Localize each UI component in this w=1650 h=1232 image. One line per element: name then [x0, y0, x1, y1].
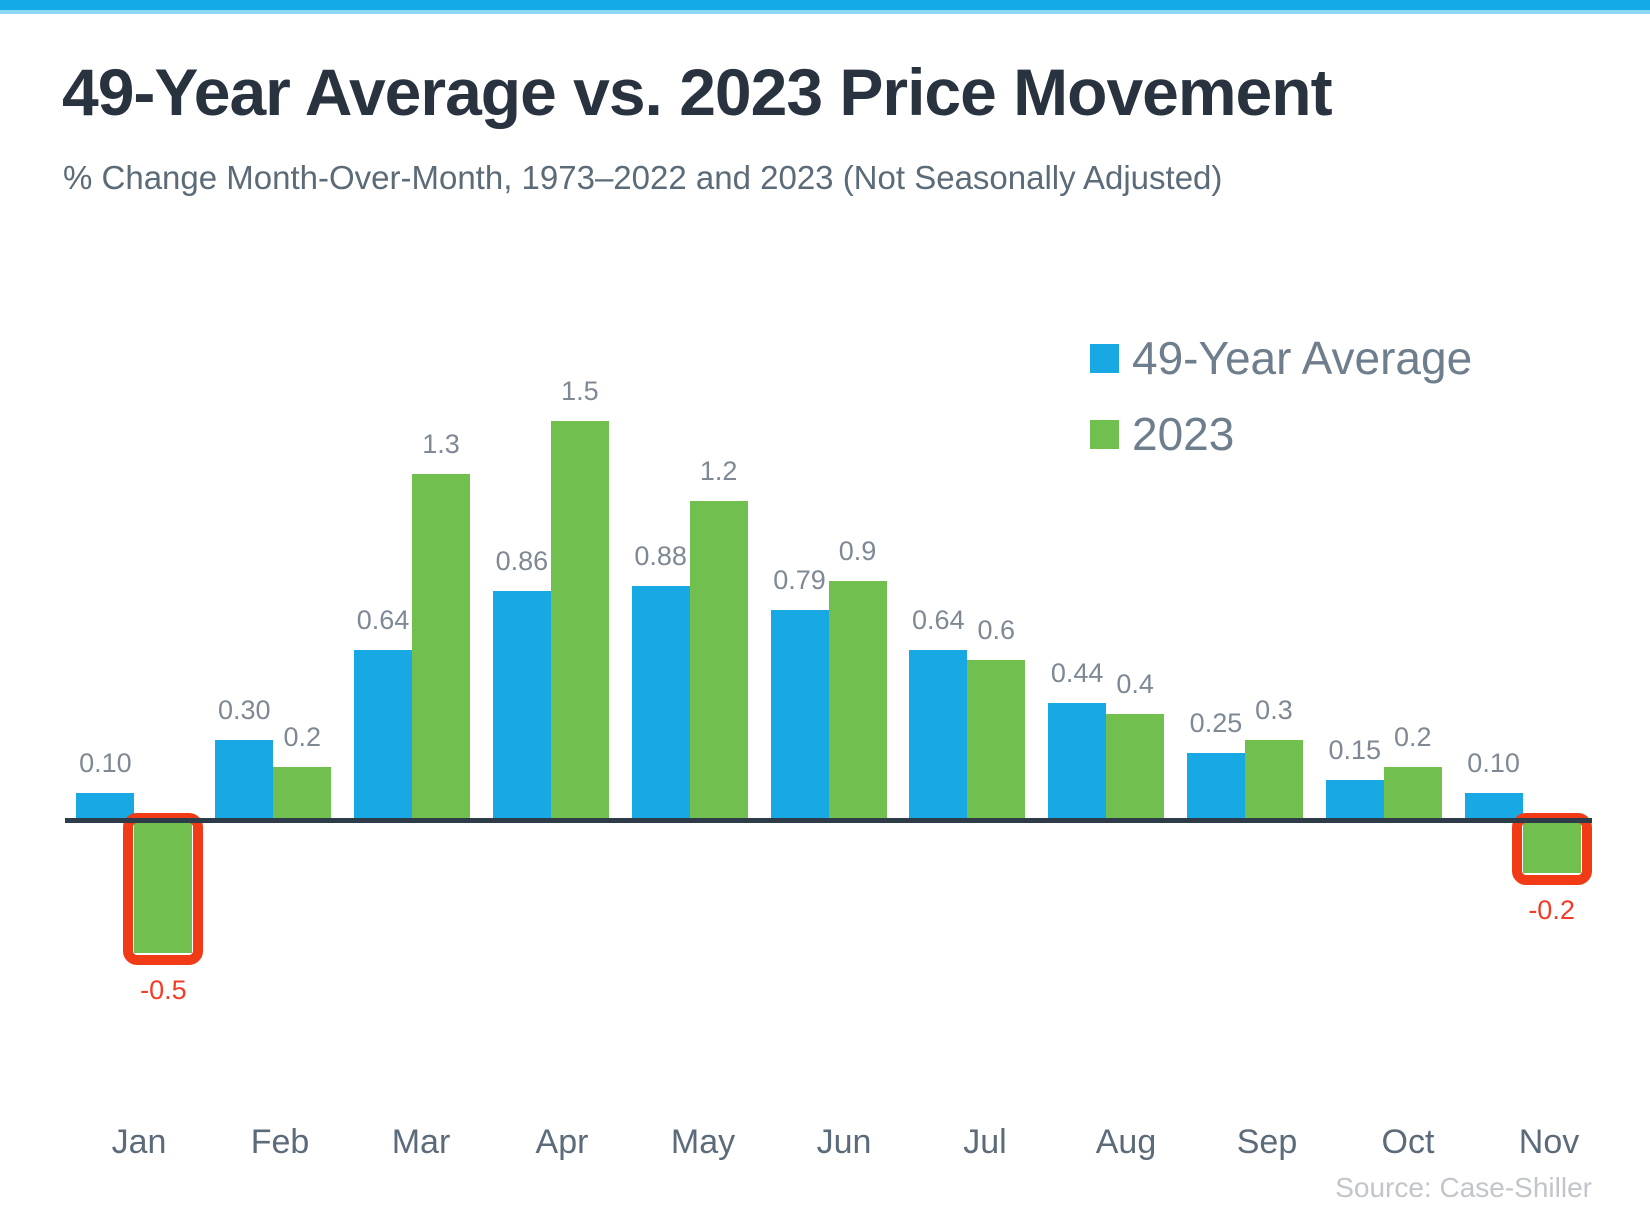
x-axis-line — [65, 818, 1592, 823]
axis-label-jun: Jun — [816, 1123, 872, 1161]
bar-apr-2023 — [550, 421, 609, 820]
bar-nov-average — [1464, 793, 1523, 820]
axis-label-feb: Feb — [250, 1123, 310, 1161]
bar-value-label: 0.2 — [1393, 722, 1432, 752]
bar-mar-2023 — [412, 474, 471, 820]
highlight-box-nov — [1511, 813, 1592, 885]
bar-sep-average — [1186, 753, 1245, 820]
bar-may-average — [631, 586, 690, 820]
bar-jun-average — [770, 610, 829, 820]
bar-value-label: 0.44 — [1050, 658, 1104, 688]
bar-jan-2023 — [134, 820, 193, 953]
chart-title: 49-Year Average vs. 2023 Price Movement — [62, 55, 1333, 129]
source-credit: Source: Case-Shiller — [1335, 1172, 1592, 1203]
bar-value-label: -0.2 — [1528, 895, 1575, 925]
axis-label-aug: Aug — [1095, 1123, 1157, 1161]
bar-oct-2023 — [1383, 767, 1442, 820]
bar-value-label: 0.86 — [495, 546, 549, 576]
axis-label-apr: Apr — [535, 1123, 589, 1161]
bar-oct-average — [1325, 780, 1384, 820]
bar-mar-average — [354, 650, 413, 820]
highlight-box-jan — [123, 813, 204, 965]
bar-sep-2023 — [1244, 740, 1303, 820]
bar-jun-2023 — [828, 581, 887, 820]
axis-label-jan: Jan — [111, 1123, 167, 1161]
bar-value-label: -0.5 — [140, 975, 187, 1005]
bar-value-label: 0.6 — [977, 615, 1016, 645]
axis-label-may: May — [670, 1123, 736, 1161]
bar-value-label: 0.79 — [773, 565, 826, 595]
bar-feb-2023 — [273, 767, 332, 820]
bar-value-label: 0.88 — [634, 541, 687, 571]
legend-swatch — [1090, 419, 1119, 449]
bar-value-label: 0.3 — [1255, 695, 1293, 725]
bar-value-label: 0.30 — [217, 695, 271, 725]
bar-jul-2023 — [967, 660, 1026, 820]
bar-jul-average — [909, 650, 968, 820]
bar-aug-2023 — [1106, 714, 1165, 820]
bar-value-label: 1.3 — [422, 429, 460, 459]
axis-label-mar: Mar — [391, 1123, 451, 1161]
bar-value-label: 0.64 — [356, 605, 410, 635]
legend-swatch — [1090, 343, 1119, 373]
bar-value-label: 0.2 — [283, 722, 321, 752]
bar-nov-2023 — [1522, 820, 1581, 873]
bar-value-label: 1.5 — [561, 376, 599, 406]
bar-apr-average — [492, 591, 551, 820]
axis-label-jul: Jul — [963, 1123, 1007, 1161]
legend-label: 2023 — [1132, 408, 1235, 460]
top-accent-bar — [0, 0, 1650, 14]
bar-value-label: 0.9 — [838, 536, 877, 566]
legend-label: 49-Year Average — [1132, 332, 1473, 384]
bar-value-label: 0.25 — [1189, 708, 1243, 738]
bar-value-label: 1.2 — [699, 456, 738, 486]
bar-aug-average — [1048, 703, 1107, 820]
legend-item: 2023 — [1090, 410, 1472, 458]
axis-label-oct: Oct — [1381, 1123, 1435, 1161]
legend-item: 49-Year Average — [1090, 334, 1472, 382]
chart-subtitle: % Change Month-Over-Month, 1973–2022 and… — [63, 159, 1223, 196]
bar-feb-average — [215, 740, 274, 820]
bar-value-label: 0.10 — [79, 748, 132, 778]
axis-label-nov: Nov — [1518, 1123, 1580, 1161]
bar-jan-average — [76, 793, 135, 820]
bar-value-label: 0.15 — [1328, 735, 1382, 765]
bar-may-2023 — [689, 501, 748, 820]
chart-legend: 49-Year Average 2023 — [1090, 334, 1472, 458]
axis-label-sep: Sep — [1236, 1123, 1298, 1161]
bar-value-label: 0.10 — [1467, 748, 1520, 778]
bar-value-label: 0.64 — [912, 605, 965, 635]
bar-value-label: 0.4 — [1116, 669, 1154, 699]
